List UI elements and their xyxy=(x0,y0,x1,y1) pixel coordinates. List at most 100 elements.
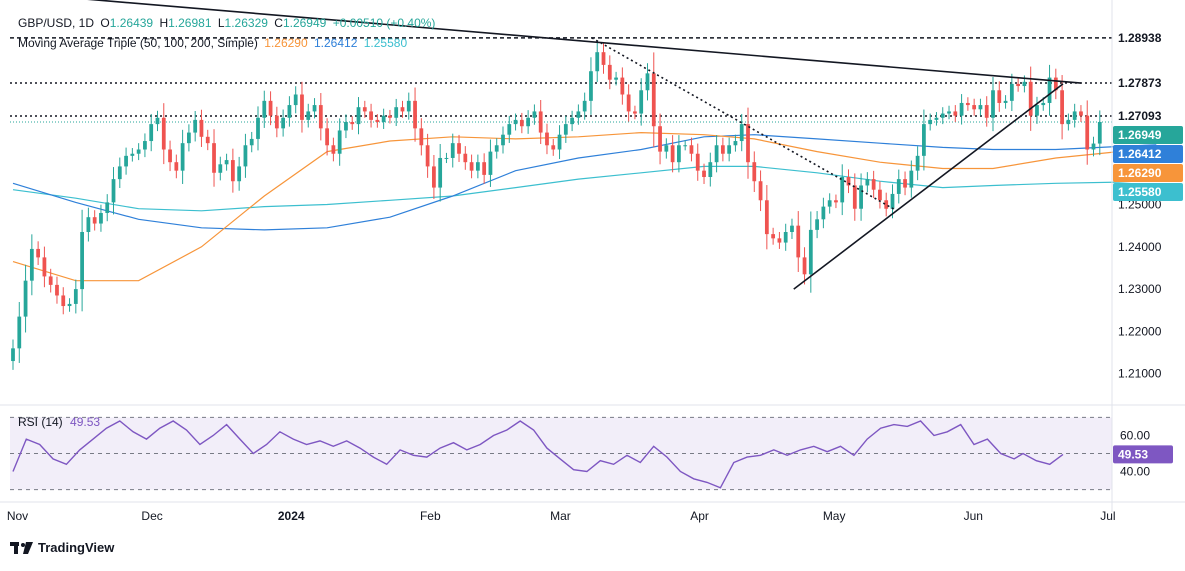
candle xyxy=(796,225,801,258)
candle xyxy=(362,107,367,112)
candle xyxy=(344,122,348,131)
candle xyxy=(1085,115,1090,150)
candle xyxy=(80,232,84,290)
price-tick-label: 1.21000 xyxy=(1118,367,1162,381)
candle xyxy=(230,160,235,182)
ma-header: Moving Average Triple (50, 100, 200, Sim… xyxy=(18,36,410,50)
price-tick-label: 1.22000 xyxy=(1118,324,1162,338)
candle xyxy=(557,134,562,150)
candle xyxy=(23,280,28,317)
rsi-tick-label: 60.00 xyxy=(1120,428,1150,442)
rsi-band-layer xyxy=(10,416,1112,491)
candle xyxy=(664,145,669,152)
price-label-badge xyxy=(1113,182,1183,201)
candle xyxy=(312,105,317,112)
candle xyxy=(589,71,593,101)
candle xyxy=(224,160,229,165)
rsi-title[interactable]: RSI (14) xyxy=(18,415,63,429)
time-tick-label: Jun xyxy=(964,509,983,523)
candle xyxy=(174,162,179,171)
candle xyxy=(406,100,411,112)
candle xyxy=(187,132,191,144)
candle xyxy=(105,202,110,213)
ma-title[interactable]: Moving Average Triple (50, 100, 200, Sim… xyxy=(18,36,258,50)
candle xyxy=(978,105,983,110)
trendlines xyxy=(87,0,1082,290)
price-label-text: 1.26949 xyxy=(1118,128,1162,142)
open-label: O xyxy=(100,16,110,30)
candle xyxy=(300,94,304,120)
close-label: C xyxy=(274,16,283,30)
candle xyxy=(733,141,738,146)
candle xyxy=(658,126,662,152)
candle xyxy=(727,145,732,154)
candle xyxy=(677,145,681,163)
candle xyxy=(1072,111,1077,120)
candle xyxy=(790,225,794,232)
time-tick-label: Apr xyxy=(690,509,709,523)
price-label-text: 1.26290 xyxy=(1118,166,1162,180)
candle xyxy=(306,111,311,120)
candle xyxy=(607,64,612,80)
close-value: 1.26949 xyxy=(282,16,327,30)
ma100-value: 1.26412 xyxy=(314,36,358,50)
candle xyxy=(689,145,694,154)
candle xyxy=(940,113,945,118)
candle xyxy=(237,166,242,182)
tradingview-logo[interactable]: TradingView xyxy=(10,540,114,555)
price-label-badge xyxy=(1113,28,1183,47)
ohlc-header: GBP/USD, 1D O1.26439 H1.26981 L1.26329 C… xyxy=(18,16,438,30)
candle xyxy=(11,348,15,362)
moving-averages xyxy=(12,131,1157,282)
candle xyxy=(155,117,160,125)
price-label-badge xyxy=(1113,163,1183,182)
candle xyxy=(909,170,914,188)
candle xyxy=(48,276,53,285)
rsi-value-badge xyxy=(1113,445,1173,464)
time-tick-label: Dec xyxy=(141,509,162,523)
open-value: 1.26439 xyxy=(109,16,154,30)
time-tick-label: 2024 xyxy=(278,509,305,523)
candles xyxy=(11,41,1102,370)
candle xyxy=(205,136,210,144)
trendline xyxy=(793,83,1064,290)
candle xyxy=(67,303,72,307)
candle xyxy=(614,77,618,80)
candle xyxy=(262,100,267,118)
candle xyxy=(576,111,581,118)
candle xyxy=(890,193,895,209)
candle xyxy=(526,117,531,127)
candle xyxy=(388,115,392,118)
candle xyxy=(29,248,34,281)
candle xyxy=(633,111,637,114)
candle xyxy=(356,107,361,125)
candle xyxy=(859,185,863,209)
candle xyxy=(563,124,568,135)
candle xyxy=(1047,77,1052,103)
candle xyxy=(444,157,449,159)
candle xyxy=(1066,119,1071,125)
candle xyxy=(494,145,499,152)
candle xyxy=(92,217,97,224)
candle xyxy=(771,234,776,239)
change-value: +0.00510 (+0.40%) xyxy=(332,16,436,30)
trendline xyxy=(591,37,898,212)
candle xyxy=(419,128,424,146)
candle xyxy=(136,149,141,154)
candle xyxy=(865,179,870,186)
candle xyxy=(947,111,951,114)
candle xyxy=(488,151,493,175)
price-label-badge xyxy=(1113,73,1183,92)
low-label: L xyxy=(217,16,225,30)
candle xyxy=(438,157,443,188)
price-tick-label: 1.24000 xyxy=(1118,240,1162,254)
candle xyxy=(777,238,782,243)
candle xyxy=(143,141,147,150)
candle xyxy=(193,119,198,133)
symbol-label[interactable]: GBP/USD, 1D xyxy=(18,16,95,30)
candle xyxy=(42,257,47,277)
candle xyxy=(827,200,832,207)
candle xyxy=(1022,81,1027,87)
time-tick-label: May xyxy=(823,509,846,523)
